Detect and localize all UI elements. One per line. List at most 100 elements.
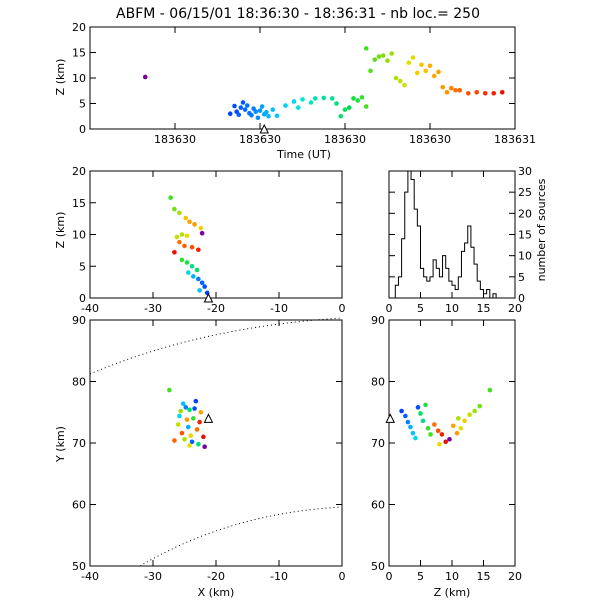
x-z-source-point bbox=[194, 267, 200, 273]
z-y-xtick-label: 0 bbox=[386, 570, 393, 583]
time-height-source-point bbox=[244, 103, 250, 108]
z-y-source-point bbox=[472, 408, 477, 414]
x-z-source-point bbox=[172, 249, 177, 255]
time-height-source-point bbox=[363, 46, 369, 51]
time-height-source-point bbox=[255, 115, 261, 121]
x-z-xtick-label: -10 bbox=[270, 302, 288, 315]
time-height-source-point bbox=[329, 96, 335, 101]
x-z-source-point bbox=[189, 263, 195, 269]
time-height-source-point bbox=[385, 58, 390, 63]
z-y-source-point bbox=[418, 411, 423, 416]
x-z-source-point bbox=[202, 284, 207, 289]
time-height-source-point bbox=[431, 73, 437, 79]
time-height-source-point bbox=[242, 107, 248, 112]
time-height-source-point bbox=[402, 82, 407, 88]
x-z-source-point bbox=[187, 219, 192, 225]
time-height-source-point bbox=[346, 105, 352, 110]
z-y-source-point bbox=[437, 441, 442, 447]
time-height-source-point bbox=[355, 98, 361, 103]
time-height-source-point bbox=[453, 87, 458, 93]
time-height-source-point bbox=[359, 95, 365, 100]
z-y-source-point bbox=[420, 418, 426, 424]
x-z-source-point bbox=[192, 222, 197, 227]
x-y-source-point bbox=[191, 416, 196, 421]
x-z-source-point bbox=[196, 276, 201, 282]
time-height-source-point bbox=[393, 75, 399, 81]
x-z-source-point bbox=[199, 280, 205, 286]
x-z-ylabel: Z (km) bbox=[54, 212, 67, 249]
z-y-source-point bbox=[450, 423, 456, 429]
z-y-source-point bbox=[456, 416, 461, 421]
time-height-source-point bbox=[440, 84, 446, 90]
x-y-source-point bbox=[202, 444, 207, 449]
x-z-ytick-label: 0 bbox=[79, 292, 86, 305]
z-y-source-point bbox=[413, 435, 418, 441]
z-y-station-marker bbox=[385, 413, 396, 423]
histogram-ylabel: number of sources bbox=[535, 178, 548, 281]
z-y-xtick-label: 5 bbox=[417, 570, 424, 583]
time-height-source-point bbox=[491, 91, 497, 96]
x-z-source-point bbox=[174, 234, 180, 240]
time-height-source-point bbox=[238, 105, 244, 110]
x-y-ytick-label: 50 bbox=[72, 560, 86, 573]
z-y-frame bbox=[388, 319, 516, 567]
x-z-source-point bbox=[199, 230, 205, 236]
z-y-source-point bbox=[439, 432, 445, 437]
x-z-xtick-label: 0 bbox=[339, 302, 346, 315]
histogram-ytick-label: 30 bbox=[518, 165, 532, 178]
time-height-source-point bbox=[436, 69, 441, 75]
x-z-source-point bbox=[189, 244, 195, 250]
z-y-source-point bbox=[408, 424, 413, 430]
z-y-source-point bbox=[428, 432, 433, 437]
z-y-ytick-label: 80 bbox=[371, 376, 385, 389]
z-y-source-point bbox=[423, 402, 428, 408]
x-y-xtick-label: -10 bbox=[270, 570, 288, 583]
time-height-source-point bbox=[308, 100, 314, 105]
x-y-station-marker bbox=[203, 413, 214, 423]
z-y-xtick-label: 10 bbox=[445, 570, 459, 583]
time-height-source-point bbox=[380, 53, 386, 58]
x-z-source-point bbox=[198, 225, 204, 231]
x-z-ytick-label: 10 bbox=[72, 229, 86, 242]
x-y-source-point bbox=[192, 406, 197, 411]
z-y-source-point bbox=[410, 430, 416, 436]
z-y-source-point bbox=[443, 439, 449, 445]
time-height-source-point bbox=[274, 113, 280, 119]
histogram-ytick-label: 15 bbox=[518, 229, 532, 242]
x-y-source-point bbox=[197, 419, 202, 425]
time-height-source-point bbox=[270, 107, 276, 112]
histogram-xtick-label: 5 bbox=[417, 302, 424, 315]
time-height-ytick-label: 20 bbox=[72, 21, 86, 34]
z-y-source-point bbox=[454, 430, 460, 436]
time-height-source-point bbox=[264, 109, 269, 115]
time-height-source-point bbox=[474, 89, 480, 95]
x-y-source-point bbox=[198, 409, 204, 415]
histogram-xtick-label: 0 bbox=[386, 302, 393, 315]
x-y-ytick-label: 60 bbox=[72, 499, 86, 512]
z-y-source-point bbox=[405, 419, 411, 425]
x-z-source-point bbox=[185, 270, 191, 275]
time-height-source-point bbox=[368, 68, 373, 74]
time-height-source-point bbox=[414, 70, 420, 76]
time-height-station-marker bbox=[259, 123, 270, 134]
time-height-source-point bbox=[410, 55, 416, 60]
time-height-source-point bbox=[227, 111, 233, 116]
x-y-source-point bbox=[179, 430, 185, 436]
x-z-source-point bbox=[177, 239, 182, 245]
x-y-source-point bbox=[189, 439, 195, 445]
x-z-source-point bbox=[196, 247, 201, 253]
time-height-source-point bbox=[236, 112, 242, 118]
x-z-source-point bbox=[179, 232, 185, 237]
time-height-source-point bbox=[338, 113, 344, 119]
time-height-source-point bbox=[232, 103, 237, 109]
histogram-ytick-label: 20 bbox=[518, 207, 532, 220]
time-height-source-point bbox=[351, 96, 356, 101]
time-height-ytick-label: 15 bbox=[72, 47, 86, 60]
x-z-source-point bbox=[177, 210, 182, 216]
time-height-source-point bbox=[266, 113, 271, 119]
z-y-ytick-label: 90 bbox=[371, 314, 385, 327]
time-height-source-point bbox=[283, 103, 288, 108]
range-ring-upper bbox=[89, 317, 343, 375]
z-y-source-point bbox=[415, 405, 421, 410]
